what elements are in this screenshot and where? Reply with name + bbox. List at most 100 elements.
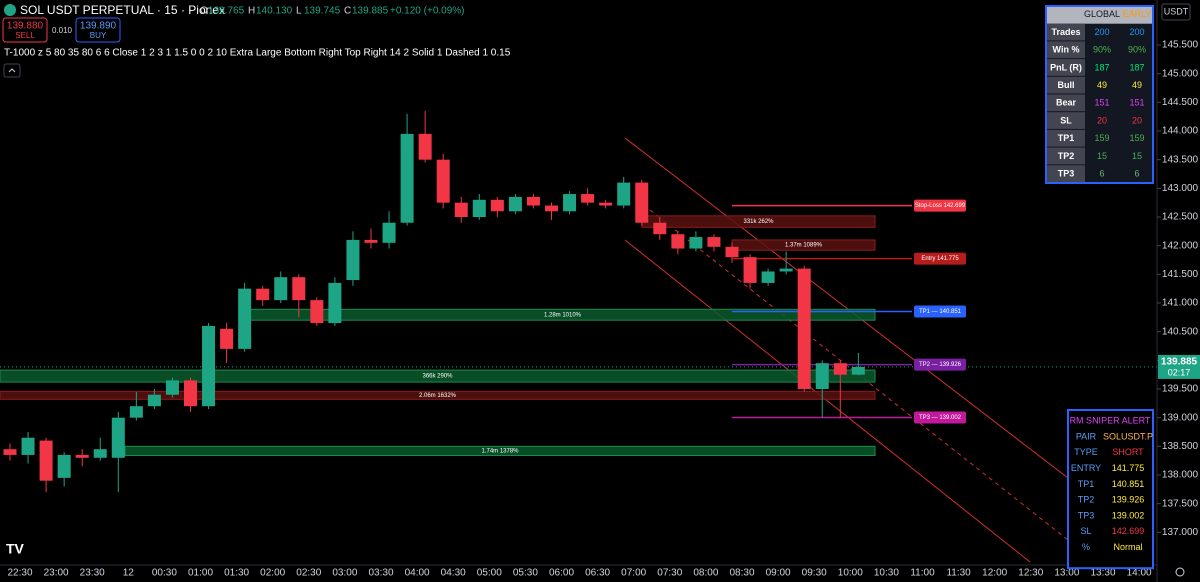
stats-value: 15	[1097, 151, 1107, 161]
stats-value: 187	[1129, 62, 1144, 72]
y-tick-label: 138.000	[1162, 470, 1199, 481]
candle-body	[508, 196, 522, 212]
y-tick-label: 143.500	[1162, 154, 1199, 165]
alert-value: Normal	[1113, 542, 1142, 552]
candle-body	[797, 268, 811, 389]
stats-value: 49	[1097, 80, 1107, 90]
y-tick-label: 138.500	[1162, 441, 1199, 452]
plot: 22:30 23:00 23:30 12 00:30 01:00 01:30 02:00 02:…	[0, 110, 1157, 579]
candle-body	[581, 194, 595, 203]
candle-body	[93, 449, 107, 458]
alert-value: 142.699	[1112, 526, 1145, 536]
candle-body	[815, 363, 829, 389]
stats-value: 20	[1132, 115, 1142, 125]
collapse-icon[interactable]	[8, 68, 16, 73]
level-label: TP3 — 139.002	[919, 415, 962, 421]
buy-label[interactable]: BUY	[90, 31, 107, 40]
stats-label-bg	[1047, 59, 1085, 76]
countdown: 02:17	[1168, 367, 1191, 377]
symbol-icon	[4, 4, 16, 16]
y-tick-label: 139.500	[1162, 384, 1199, 395]
alert-value: SOLUSDT.P	[1103, 431, 1153, 441]
alert-bg	[1067, 409, 1154, 570]
candle-body	[57, 454, 71, 478]
stats-value: 159	[1129, 133, 1144, 143]
alert-label: %	[1082, 542, 1090, 552]
settings-icon[interactable]	[1175, 567, 1185, 577]
x-tick-label: 09:00	[766, 568, 791, 579]
candle-body	[202, 325, 216, 407]
candle-body	[599, 202, 613, 206]
collapse-button[interactable]	[3, 63, 21, 78]
currency-button[interactable]	[1161, 3, 1191, 21]
stats-label-bg	[1047, 165, 1085, 182]
candle-body	[382, 222, 396, 243]
sell-button[interactable]	[2, 17, 48, 43]
candle-body	[779, 268, 793, 272]
x-tick-label: 08:00	[693, 568, 718, 579]
candle-body	[707, 237, 721, 247]
stats-value: 187	[1094, 62, 1109, 72]
stats-value: 200	[1094, 27, 1109, 37]
alert-label: TP2	[1078, 495, 1095, 505]
level-tag	[914, 411, 966, 424]
buy-button[interactable]	[75, 17, 121, 43]
ohlc-change: +0.120 (+0.09%)	[390, 6, 465, 17]
buy-price[interactable]: 139.890	[80, 21, 117, 32]
volume-zone	[124, 445, 876, 456]
y-tick-label: 141.500	[1162, 269, 1199, 280]
x-tick-label: 08:30	[729, 568, 754, 579]
sell-price[interactable]: 139.880	[7, 21, 44, 32]
alert-value: SHORT	[1112, 447, 1144, 457]
y-tick-label: 142.500	[1162, 212, 1199, 223]
channel-line	[624, 239, 1031, 563]
level-label: TP2 — 139.926	[919, 362, 962, 368]
stats-label: SL	[1060, 115, 1072, 125]
x-tick-label: 05:30	[513, 568, 538, 579]
candle-body	[147, 394, 161, 407]
candle-body	[689, 237, 703, 249]
sell-label[interactable]: SELL	[15, 31, 35, 40]
last-price-tag	[1158, 354, 1200, 379]
candle-body	[545, 205, 558, 212]
stats-label-bg	[1047, 94, 1085, 112]
candle-body	[328, 282, 342, 324]
candle-body	[436, 159, 450, 203]
alert-value: 140.851	[1112, 479, 1145, 489]
stats-label: Bear	[1056, 98, 1077, 108]
stats-value: 15	[1132, 151, 1142, 161]
zone-label: 331k 262%	[743, 219, 774, 225]
x-tick-label: 01:30	[224, 568, 249, 579]
x-tick-label: 09:30	[802, 568, 827, 579]
alert-label: TYPE	[1074, 447, 1098, 457]
level-tag	[914, 252, 966, 265]
stats-value: 6	[1099, 169, 1104, 179]
ohlc-key: C	[344, 6, 351, 17]
x-tick-label: 10:00	[838, 568, 863, 579]
stats-label-bg	[1047, 112, 1085, 129]
logo: TV	[6, 541, 25, 557]
ohlc-key: H	[248, 6, 255, 17]
alert-value: 139.002	[1112, 510, 1145, 520]
x-tick-label: 12	[123, 568, 135, 579]
x-tick-label: 12:30	[1018, 568, 1043, 579]
x-tick-label: 00:30	[152, 568, 177, 579]
currency[interactable]: USDT	[1164, 6, 1189, 16]
candle-body	[111, 417, 125, 458]
stats-value: 90%	[1093, 45, 1111, 55]
candle-body	[292, 277, 306, 301]
x-tick-label: 22:30	[7, 568, 32, 579]
x-tick-label: 03:00	[332, 568, 357, 579]
stats-value: 20	[1097, 115, 1107, 125]
x-tick-label: 07:00	[621, 568, 646, 579]
ohlc-value: 139.765	[208, 6, 245, 17]
candle-body	[346, 239, 360, 281]
zone-label: 1.74m 1378%	[481, 448, 519, 454]
candle-body	[490, 199, 504, 212]
candle-body	[165, 380, 179, 395]
channel-line	[624, 137, 1069, 479]
ohlc-value: 139.745	[304, 6, 341, 17]
x-tick-label: 05:00	[477, 568, 502, 579]
x-tick-label: 02:00	[260, 568, 285, 579]
